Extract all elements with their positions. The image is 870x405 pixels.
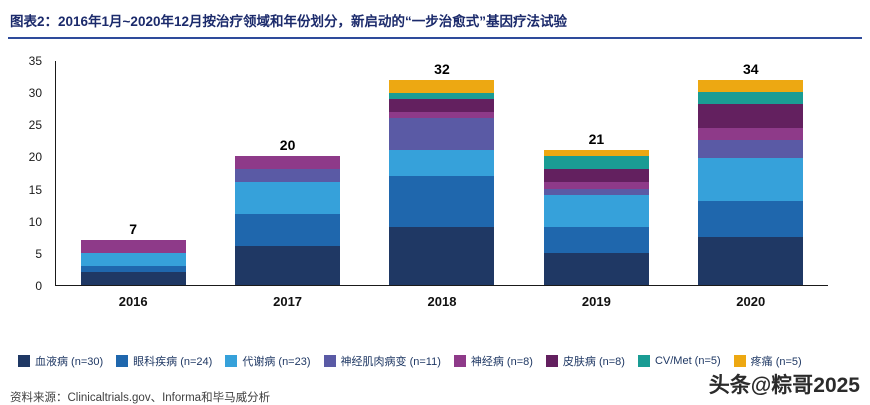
- bar-segment-series-0: [389, 227, 495, 285]
- bar-segment-series-2: [698, 158, 804, 201]
- x-axis-label: 2016: [118, 294, 148, 309]
- bar-2017: 20 2017: [235, 61, 341, 309]
- x-axis-label: 2019: [581, 294, 611, 309]
- bar-segment-series-7: [698, 80, 804, 93]
- legend-swatch: [453, 355, 466, 367]
- x-axis-label: 2018: [427, 294, 457, 309]
- bar-segment-series-4: [80, 240, 186, 253]
- stacked-bar-chart: 0 5 10 15 20 25 30 35 7 2016 20 2017 32 2018 21 2019 34…: [0, 54, 870, 313]
- bar-segment-series-6: [543, 156, 649, 170]
- bar-2019: 21 2019: [543, 61, 649, 309]
- bar-segment-series-6: [389, 92, 495, 100]
- legend-item-1: 眼科疾病 (n=24): [116, 353, 212, 369]
- watermark: 头条@粽哥2025: [708, 374, 860, 397]
- y-axis-tick-label: 30: [28, 86, 42, 101]
- y-axis-tick-label: 25: [28, 118, 42, 133]
- y-axis-tick-label: 5: [35, 246, 42, 261]
- bar-2018: 32 2018: [389, 61, 495, 309]
- legend-item-7: 疼痛 (n=5): [733, 353, 802, 369]
- legend-swatch: [18, 355, 30, 367]
- y-axis-tick-label: 10: [28, 214, 42, 229]
- legend-item-5: 皮肤病 (n=8): [545, 353, 625, 369]
- legend-swatch: [323, 355, 336, 367]
- legend-swatch: [545, 355, 558, 367]
- bar-segment-series-4: [389, 112, 495, 119]
- bar-total-label: 34: [742, 61, 759, 77]
- bar-total-label: 20: [279, 137, 296, 154]
- bar-segment-series-0: [543, 252, 649, 285]
- legend-item-6: CV/Met (n=5): [637, 355, 721, 367]
- y-axis-tick-label: 35: [28, 54, 42, 68]
- y-axis-tick-label: 15: [28, 182, 42, 197]
- bar-segment-series-3: [543, 188, 649, 196]
- plot-area: 7 2016 20 2017 32 2018 21 2019 34 2020: [55, 61, 828, 309]
- bar-segment-series-2: [80, 252, 186, 266]
- legend-swatch: [637, 355, 650, 367]
- legend-item-2: 代谢病 (n=23): [225, 353, 311, 369]
- bar-segment-series-5: [389, 99, 495, 112]
- x-axis-label: 2020: [736, 294, 766, 309]
- legend-label: 血液病 (n=30): [35, 356, 104, 368]
- legend-label: 眼科疾病 (n=24): [133, 356, 213, 368]
- legend-swatch: [116, 355, 129, 367]
- bar-segment-series-2: [543, 195, 649, 228]
- bar-segment-series-6: [698, 92, 804, 105]
- bar-segment-series-1: [389, 176, 495, 228]
- legend-label: 神经肌肉病变 (n=11): [340, 356, 441, 368]
- bar-segment-series-1: [235, 214, 341, 247]
- source-note: 资料来源：Clinicaltrials.gov、Informa和毕马威分析: [10, 392, 271, 404]
- x-axis-label: 2017: [273, 294, 303, 309]
- legend-swatch: [225, 355, 238, 367]
- bar-total-label: 32: [434, 61, 450, 77]
- bar-segment-series-0: [235, 246, 341, 285]
- bar-segment-series-1: [698, 200, 804, 237]
- bar-segment-series-0: [80, 272, 186, 285]
- legend-label: 皮肤病 (n=8): [562, 356, 625, 368]
- y-axis-tick-label: 20: [28, 150, 42, 165]
- bar-segment-series-3: [235, 169, 341, 183]
- bar-segment-series-2: [235, 182, 341, 215]
- legend-label: 疼痛 (n=5): [750, 356, 802, 368]
- bar-total-label: 7: [129, 221, 138, 238]
- bar-segment-series-5: [543, 169, 649, 183]
- chart-legend: 血液病 (n=30) 眼科疾病 (n=24) 代谢病 (n=23) 神经肌肉病变 (n…: [18, 353, 870, 369]
- bar-segment-series-4: [698, 128, 804, 141]
- legend-swatch: [733, 355, 746, 367]
- bar-segment-series-4: [235, 156, 341, 170]
- bar-segment-series-2: [389, 150, 495, 177]
- page-title: 图表2：2016年1月~2020年12月按治疗领域和年份划分，新启动的“一步治愈…: [10, 14, 567, 29]
- bar-segment-series-1: [543, 227, 649, 253]
- legend-item-4: 神经病 (n=8): [453, 353, 533, 369]
- bar-segment-series-5: [698, 104, 804, 129]
- bar-segment-series-4: [543, 182, 649, 189]
- legend-item-0: 血液病 (n=30): [18, 353, 103, 369]
- legend-item-3: 神经肌肉病变 (n=11): [323, 353, 441, 369]
- y-axis-tick-label: 0: [35, 279, 42, 293]
- bar-total-label: 21: [588, 131, 605, 148]
- bar-2020: 34 2020: [698, 61, 804, 309]
- legend-label: 神经病 (n=8): [470, 356, 533, 368]
- bar-segment-series-3: [389, 118, 495, 151]
- bar-segment-series-3: [698, 140, 804, 159]
- bar-segment-series-0: [698, 236, 804, 285]
- y-axis: 0 5 10 15 20 25 30 35: [0, 54, 50, 293]
- legend-label: 代谢病 (n=23): [242, 356, 311, 368]
- bar-segment-series-7: [543, 150, 649, 157]
- bar-segment-series-7: [389, 80, 495, 93]
- legend-label: CV/Met (n=5): [654, 355, 721, 367]
- bar-segment-series-1: [80, 265, 186, 273]
- bar-2016: 7 2016: [80, 61, 186, 309]
- title-divider: [8, 37, 862, 39]
